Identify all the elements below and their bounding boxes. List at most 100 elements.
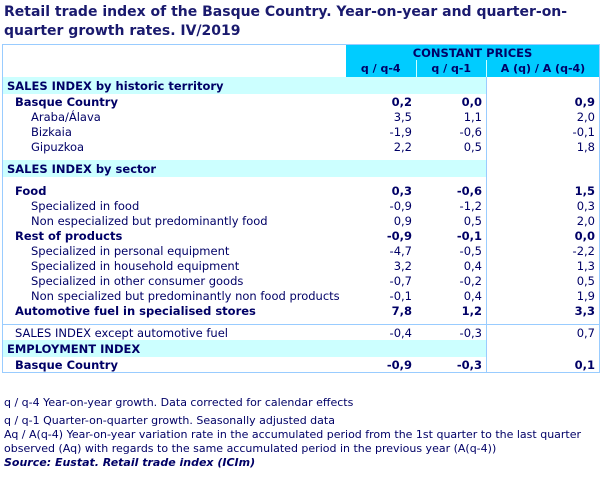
row-value: 0,3 (391, 183, 412, 198)
row-label: Automotive fuel in specialised stores (15, 303, 256, 318)
row-value: 1,9 (486, 288, 600, 303)
table-row: Specialized in food -0,9 -1,2 0,3 (3, 198, 600, 213)
row-value: -0,3 (416, 324, 487, 340)
row-value: 1,5 (486, 183, 600, 198)
row-value: 1,3 (486, 258, 600, 273)
row-label: Basque Country (15, 94, 118, 109)
row-label: Food (15, 183, 47, 198)
row-value: -0,7 (389, 273, 412, 288)
table-row: Rest of products -0,9 -0,1 0,0 (3, 228, 600, 243)
header-group-row: CONSTANT PRICES (3, 44, 600, 60)
row-label: Specialized in other consumer goods (31, 273, 244, 288)
table-row: SALES INDEX except automotive fuel -0,4 -0… (2, 324, 600, 340)
table-row: Araba/Álava 3,5 1,1 2,0 (3, 109, 600, 124)
row-value: 0,9 (486, 94, 600, 109)
row-label: Araba/Álava (31, 109, 101, 124)
row-value: 2,0 (486, 213, 600, 228)
row-value: -4,7 (389, 243, 412, 258)
row-label: Specialized in food (31, 198, 140, 213)
row-value: -0,1 (389, 288, 412, 303)
table-row: Gipuzkoa 2,2 0,5 1,8 (3, 139, 600, 154)
row-label: Specialized in household equipment (31, 258, 240, 273)
row-value: 1,8 (486, 139, 600, 154)
row-value: -0,9 (386, 228, 412, 243)
col-header-yoy: q / q-4 (346, 60, 416, 77)
row-value: -1,9 (389, 124, 412, 139)
row-value: 0,2 (391, 94, 412, 109)
section-row: SALES INDEX by historic territory (2, 77, 600, 94)
table-row: Specialized in other consumer goods -0,7 -… (3, 273, 600, 288)
spacer (486, 154, 600, 160)
row-label: Bizkaia (31, 124, 72, 139)
col-header-accumulated: A (q) / A (q-4) (486, 60, 600, 77)
row-label: SALES INDEX except automotive fuel (2, 324, 346, 340)
source: Source: Eustat. Retail trade index (ICIm… (4, 456, 256, 469)
row-label: Basque Country (15, 357, 118, 372)
table-row: Non specialized but predominantly non fo… (3, 288, 600, 303)
footnotes: q / q-4 Year-on-year growth. Data correc… (4, 396, 604, 470)
row-value: -0,9 (389, 198, 412, 213)
row-label: Rest of products (15, 228, 123, 243)
row-value: 0,5 (486, 273, 600, 288)
spacer-row (3, 318, 600, 325)
section-title: EMPLOYMENT INDEX (2, 340, 487, 357)
row-value: -0,4 (346, 324, 416, 340)
row-value: -0,5 (459, 243, 482, 258)
section-spacer (486, 160, 600, 177)
table-row: Automotive fuel in specialised stores 7,8… (3, 303, 600, 318)
row-value: 0,4 (463, 288, 482, 303)
row-value: -1,2 (459, 198, 482, 213)
row-value: 0,3 (486, 198, 600, 213)
row-value: 0,1 (486, 357, 600, 373)
section-row: EMPLOYMENT INDEX (2, 340, 600, 357)
row-value: -0,1 (486, 124, 600, 139)
header-columns-row: q / q-4 q / q-1 A (q) / A (q-4) (3, 60, 600, 77)
section-spacer (486, 340, 600, 357)
row-label: Non specialized but predominantly non fo… (31, 288, 340, 303)
row-value: 2,2 (393, 139, 412, 154)
section-spacer (486, 77, 600, 94)
row-value: -0,6 (459, 124, 482, 139)
row-label: Specialized in personal equipment (31, 243, 230, 258)
section-row: SALES INDEX by sector (2, 160, 600, 177)
row-label: Non especialized but predominantly food (31, 213, 268, 228)
table-row: Basque Country 0,2 0,0 0,9 (3, 94, 600, 109)
section-title: SALES INDEX by sector (2, 160, 487, 177)
table-row: Bizkaia -1,9 -0,6 -0,1 (3, 124, 600, 139)
row-value: 0,7 (486, 324, 600, 340)
section-title: SALES INDEX by historic territory (2, 77, 487, 94)
row-value: 0,0 (486, 228, 600, 243)
note: q / q-4 Year-on-year growth. Data correc… (4, 396, 354, 409)
note: q / q-1 Quarter-on-quarter growth. Seaso… (4, 414, 335, 427)
row-value: -0,2 (459, 273, 482, 288)
row-value: 0,4 (463, 258, 482, 273)
row-value: 1,2 (461, 303, 482, 318)
spacer-row (3, 154, 600, 160)
row-label: Gipuzkoa (31, 139, 85, 154)
header-constant-prices: CONSTANT PRICES (346, 44, 600, 60)
row-value: 0,5 (463, 139, 482, 154)
row-value: 3,3 (486, 303, 600, 318)
row-value: 3,5 (393, 109, 412, 124)
row-value: 0,0 (461, 94, 482, 109)
page-title: Retail trade index of the Basque Country… (4, 4, 568, 39)
row-value: 2,0 (486, 109, 600, 124)
row-value: -0,6 (456, 183, 482, 198)
table-row: Specialized in household equipment 3,2 0,4… (3, 258, 600, 273)
col-header-qoq: q / q-1 (415, 60, 487, 77)
spacer (486, 318, 600, 325)
row-value: -0,3 (456, 357, 482, 372)
table-row: Non especialized but predominantly food 0… (3, 213, 600, 228)
row-value: 0,9 (393, 213, 412, 228)
spacer-row (3, 177, 600, 183)
row-value: -0,1 (456, 228, 482, 243)
row-value: -0,9 (386, 357, 412, 372)
row-value: 0,5 (463, 213, 482, 228)
spacer (486, 177, 600, 183)
row-value: 7,8 (391, 303, 412, 318)
table-row: Basque Country -0,9 -0,3 0,1 (3, 357, 600, 373)
row-value: 1,1 (463, 109, 482, 124)
note: Aq / A(q-4) Year-on-year variation rate … (4, 428, 582, 455)
table-row: Specialized in personal equipment -4,7 -0,… (3, 243, 600, 258)
row-value: -2,2 (486, 243, 600, 258)
